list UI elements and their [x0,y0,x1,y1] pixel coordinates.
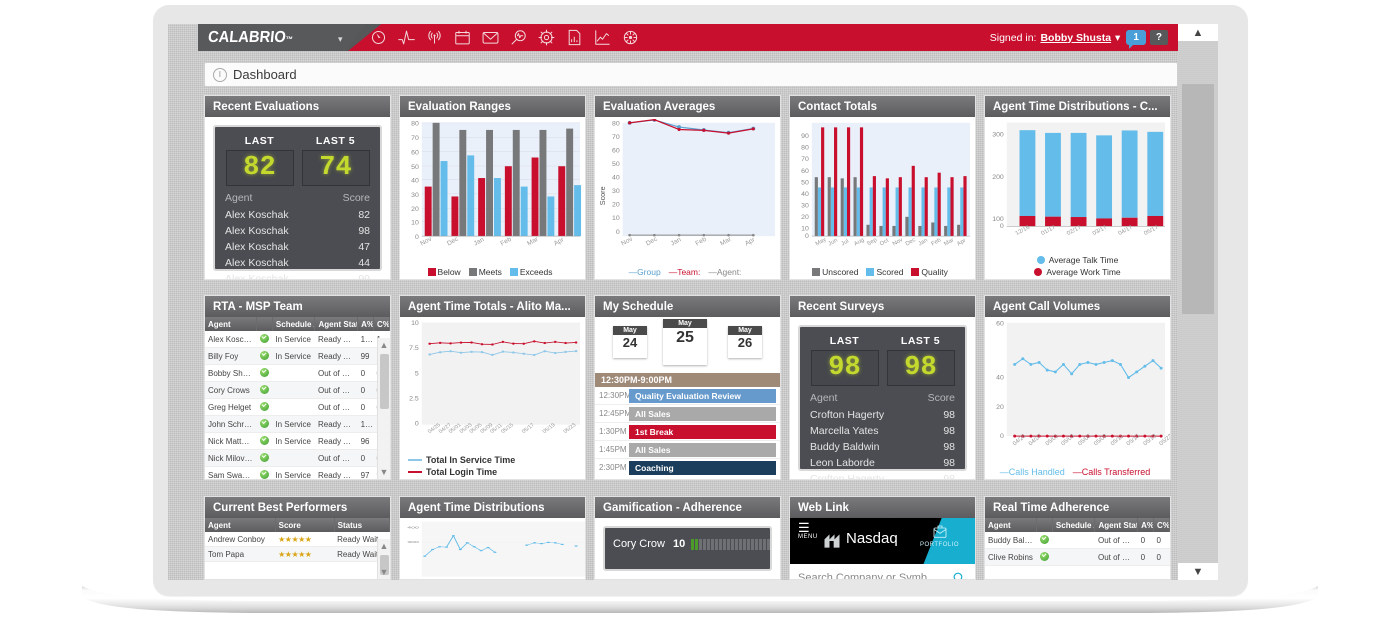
svg-text:60: 60 [612,148,620,155]
svg-text:Feb: Feb [930,237,942,247]
svg-text:10: 10 [411,220,419,227]
svg-text:Nov: Nov [620,235,634,247]
svg-text:Feb: Feb [499,236,513,248]
svg-text:Apr: Apr [956,238,967,248]
svg-text:30: 30 [411,192,419,199]
svg-text:04/17: 04/17 [1117,225,1134,237]
svg-text:60: 60 [801,168,809,175]
svg-text:40: 40 [801,191,809,198]
svg-text:Apr: Apr [553,236,566,247]
svg-text:20: 20 [801,214,809,221]
svg-text:Jan: Jan [918,238,929,248]
svg-text:30: 30 [801,202,809,209]
svg-text:60: 60 [411,150,419,157]
svg-text:20: 20 [612,201,620,208]
svg-text:40: 40 [612,175,620,182]
svg-text:Dec: Dec [905,237,917,247]
svg-text:Jan: Jan [473,236,486,247]
svg-text:Aug: Aug [853,237,865,247]
svg-text:40: 40 [411,177,419,184]
svg-text:10: 10 [612,215,620,222]
svg-text:400: 400 [407,527,419,530]
svg-text:10: 10 [411,320,419,327]
svg-text:300: 300 [407,541,419,544]
svg-text:Dec: Dec [446,235,460,247]
svg-text:30: 30 [612,188,620,195]
svg-text:80: 80 [411,121,419,128]
svg-text:0: 0 [1000,223,1004,230]
svg-text:Jan: Jan [670,236,683,247]
svg-text:50: 50 [801,179,809,186]
svg-text:90: 90 [801,133,809,140]
svg-text:May: May [815,237,828,248]
svg-text:70: 70 [801,156,809,163]
svg-text:0: 0 [415,421,419,428]
svg-text:20: 20 [996,404,1004,411]
svg-text:60: 60 [996,321,1004,328]
svg-text:100: 100 [992,216,1004,223]
svg-text:Nov: Nov [892,237,904,247]
svg-text:10: 10 [801,225,809,232]
svg-text:0: 0 [616,229,620,236]
svg-text:200: 200 [992,174,1004,181]
svg-text:0: 0 [415,234,419,241]
svg-text:Feb: Feb [694,236,708,248]
svg-text:80: 80 [612,121,620,128]
svg-text:Mar: Mar [719,236,733,248]
svg-text:02/17: 02/17 [1066,225,1083,237]
svg-text:Sep: Sep [866,237,878,247]
svg-text:50: 50 [411,164,419,171]
svg-text:7.5: 7.5 [409,346,419,353]
svg-text:Oct: Oct [879,238,890,248]
svg-text:Dec: Dec [645,235,659,247]
svg-text:Jun: Jun [828,238,839,248]
svg-text:70: 70 [612,134,620,141]
svg-text:Mar: Mar [943,237,955,247]
svg-text:80: 80 [801,145,809,152]
svg-text:5: 5 [415,371,419,378]
svg-text:03/17: 03/17 [1092,225,1109,237]
svg-text:20: 20 [411,206,419,213]
svg-text:Score: Score [598,186,607,205]
svg-text:0: 0 [1000,433,1004,440]
svg-text:300: 300 [992,132,1004,139]
svg-text:Jul: Jul [840,239,850,248]
svg-text:40: 40 [996,375,1004,382]
svg-text:Apr: Apr [744,236,757,247]
svg-text:Mar: Mar [526,236,540,248]
svg-text:50: 50 [612,161,620,168]
svg-text:0: 0 [805,233,809,240]
svg-text:70: 70 [411,135,419,142]
svg-text:05/17: 05/17 [1143,225,1160,237]
svg-text:Nov: Nov [419,235,433,247]
svg-text:01/17: 01/17 [1040,225,1057,237]
svg-text:2.5: 2.5 [409,396,419,403]
